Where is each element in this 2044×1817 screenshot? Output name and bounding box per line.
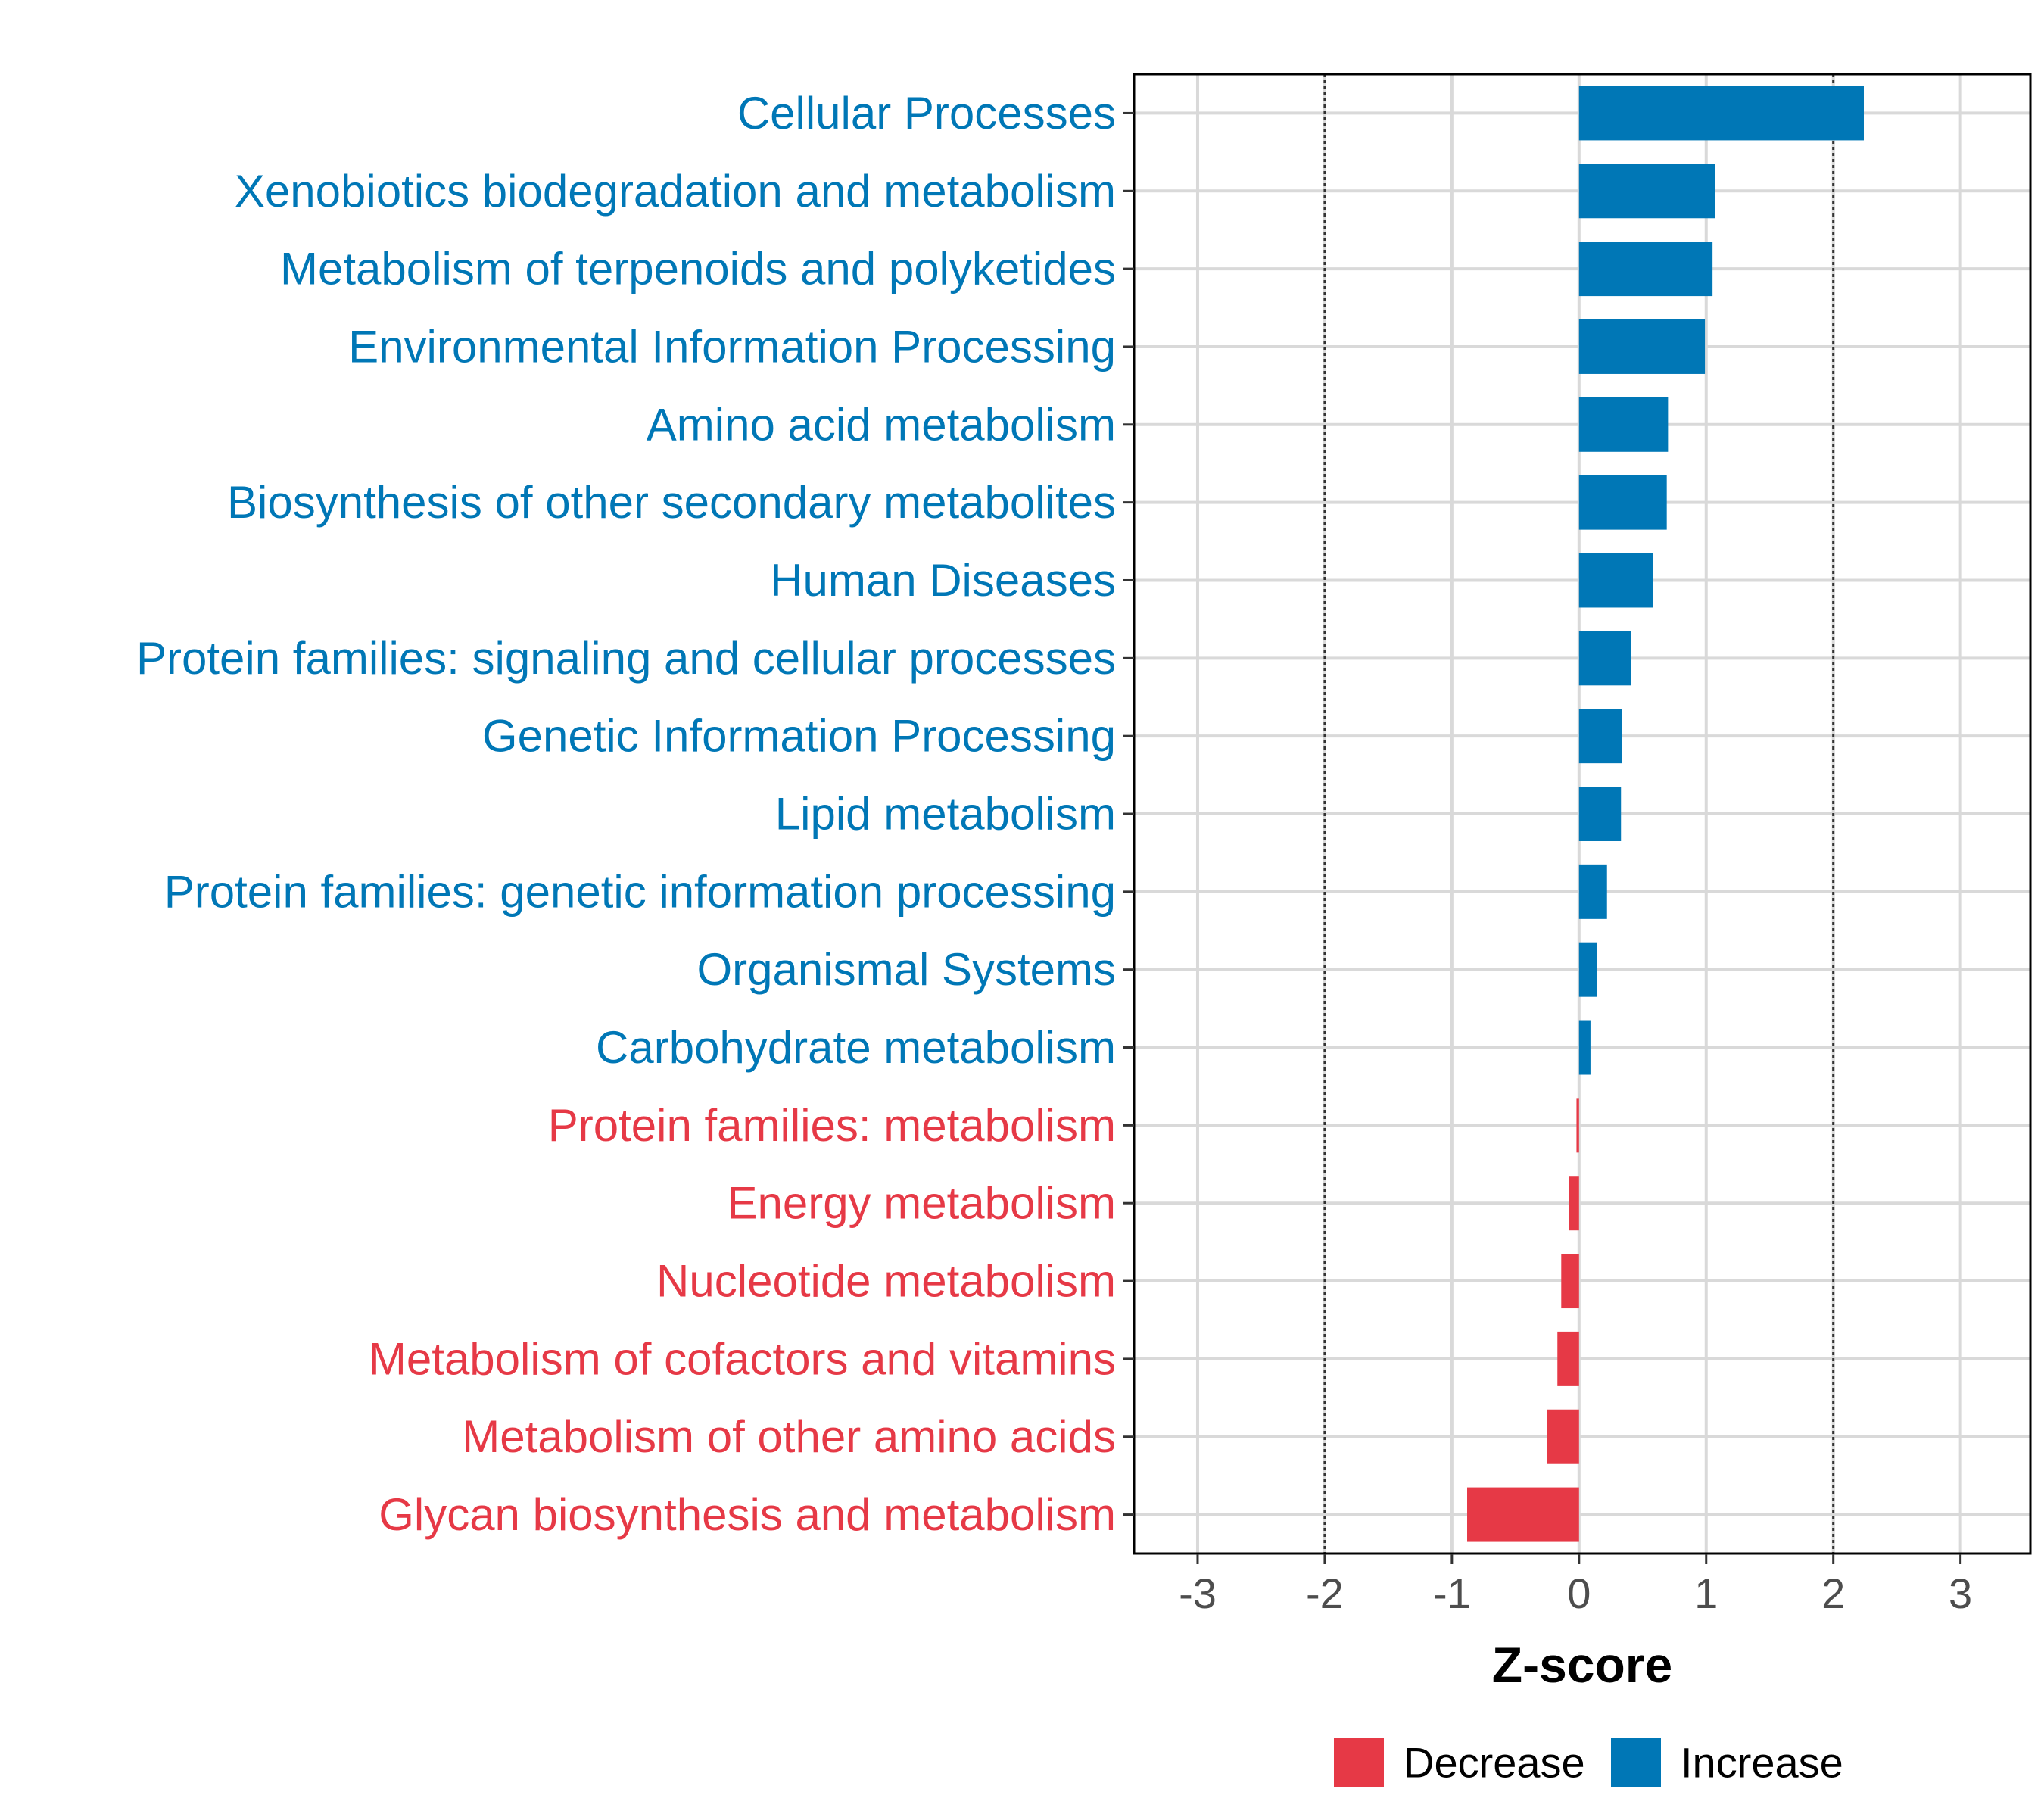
category-label: Carbohydrate metabolism (596, 1022, 1116, 1073)
category-label: Energy metabolism (727, 1178, 1116, 1229)
x-tick-label: -1 (1433, 1569, 1471, 1617)
category-label: Amino acid metabolism (647, 399, 1116, 450)
reference-lines (1323, 74, 1835, 1554)
category-label: Protein families: genetic information pr… (164, 866, 1116, 917)
bar-increase (1578, 1020, 1591, 1075)
category-label: Metabolism of terpenoids and polyketides (280, 244, 1116, 295)
x-tick-label: 2 (1821, 1569, 1845, 1617)
bar-increase (1578, 631, 1631, 686)
bar-increase (1578, 942, 1597, 997)
bar-decrease (1557, 1331, 1579, 1386)
category-label: Cellular Processes (737, 88, 1116, 139)
category-label: Protein families: signaling and cellular… (136, 633, 1116, 684)
bar-increase (1578, 864, 1607, 919)
bar-increase (1578, 709, 1622, 764)
x-tick-label: 3 (1949, 1569, 1972, 1617)
category-label: Nucleotide metabolism (656, 1256, 1116, 1307)
x-tick-label: 1 (1694, 1569, 1718, 1617)
category-label: Organismal Systems (697, 944, 1116, 995)
bar-increase (1578, 242, 1713, 297)
bar-increase (1578, 164, 1715, 219)
category-label: Metabolism of cofactors and vitamins (369, 1333, 1116, 1384)
x-axis-title: Z-score (1492, 1637, 1672, 1693)
bar-decrease (1561, 1254, 1579, 1309)
legend-label-increase: Increase (1681, 1739, 1843, 1787)
category-label: Biosynthesis of other secondary metaboli… (227, 477, 1116, 528)
x-tick-label: 0 (1567, 1569, 1591, 1617)
category-label: Glycan biosynthesis and metabolism (379, 1489, 1116, 1540)
bar-increase (1578, 86, 1864, 141)
legend-swatch-decrease (1334, 1738, 1384, 1787)
legend: Decrease Increase (1334, 1738, 1843, 1787)
category-label: Protein families: metabolism (548, 1100, 1116, 1151)
bar-increase (1578, 553, 1653, 608)
x-axis-ticks: -3 -2 -1 0 1 2 3 (1179, 1554, 1972, 1617)
bars (1467, 86, 1864, 1542)
bar-decrease (1569, 1176, 1579, 1231)
category-label: Human Diseases (770, 555, 1116, 606)
category-label: Genetic Information Processing (482, 711, 1116, 762)
category-label: Environmental Information Processing (348, 321, 1116, 372)
x-tick-label: -3 (1179, 1569, 1217, 1617)
bar-increase (1578, 475, 1667, 530)
y-axis-labels: Cellular Processes Xenobiotics biodegrada… (136, 88, 1116, 1540)
legend-swatch-increase (1611, 1738, 1661, 1787)
category-label: Metabolism of other amino acids (462, 1411, 1116, 1462)
category-label: Lipid metabolism (775, 789, 1116, 840)
bar-decrease (1467, 1487, 1579, 1542)
bar-increase (1578, 319, 1706, 374)
x-tick-label: -2 (1306, 1569, 1344, 1617)
category-label: Xenobiotics biodegradation and metabolis… (235, 166, 1116, 217)
legend-label-decrease: Decrease (1404, 1739, 1585, 1787)
bar-increase (1578, 787, 1622, 841)
bar-decrease (1576, 1098, 1579, 1153)
y-axis-ticks (1123, 111, 1134, 1516)
bar-decrease (1547, 1409, 1579, 1464)
bar-increase (1578, 397, 1669, 452)
